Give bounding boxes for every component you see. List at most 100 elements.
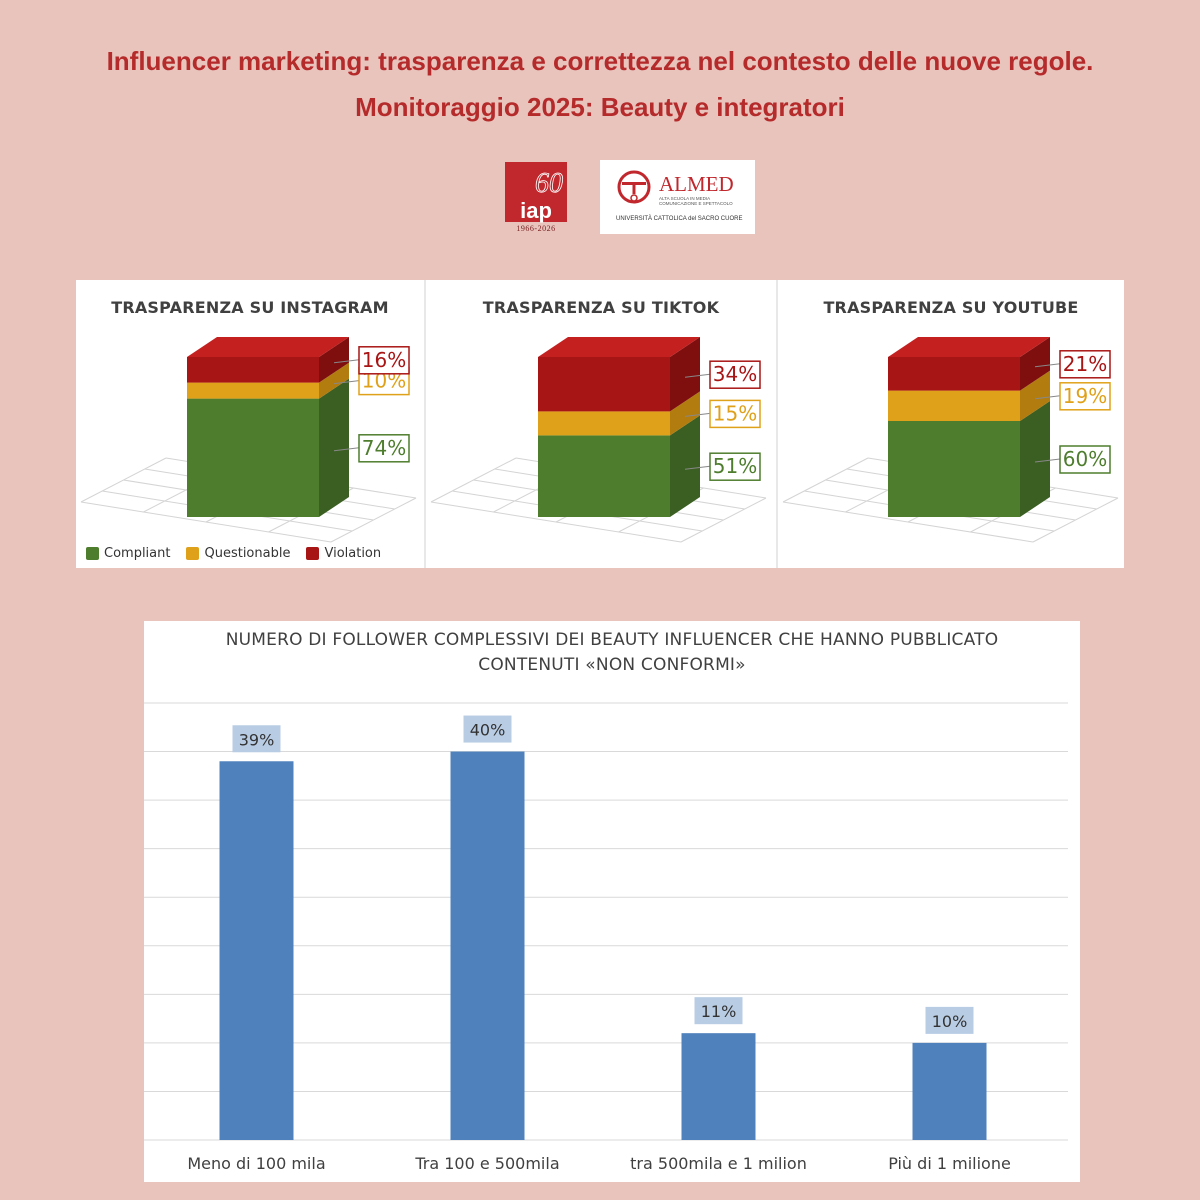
followers-chart: NUMERO DI FOLLOWER COMPLESSIVI DEI BEAUT… <box>144 621 1080 1182</box>
legend-item-questionable: Questionable <box>186 546 290 561</box>
iap-logo-years: 1966-2026 <box>516 224 555 233</box>
legend-swatch-questionable <box>186 547 200 560</box>
bar-side-compliant <box>319 378 349 517</box>
panel-tiktok: TRASPARENZA SU TIKTOK 51% 15% 34% <box>426 280 776 568</box>
bar-top <box>888 337 1050 357</box>
legend-item-violation: Violation <box>306 546 381 561</box>
label-box-violation <box>709 360 761 389</box>
gridlines <box>144 702 1068 1141</box>
label-box-violation <box>1059 350 1111 379</box>
chart-legend: Compliant Questionable Violation <box>86 546 381 561</box>
label-leader <box>333 380 360 385</box>
followers-chart-title-line2: CONTENUTI «NON CONFORMI» <box>478 655 746 675</box>
page-title-line2: Monitoraggio 2025: Beauty e integratori <box>355 92 845 122</box>
label-box-compliant <box>709 452 761 481</box>
category-label: tra 500mila e 1 milion <box>630 1154 807 1173</box>
data-label-compliant: 74% <box>362 436 406 460</box>
bar-top <box>538 337 700 357</box>
bar-front-violation <box>538 357 670 412</box>
bar-top <box>187 337 349 357</box>
label-leader <box>684 465 711 470</box>
bar-side-questionable <box>319 362 349 399</box>
chart-instagram: 74%10%16% <box>80 337 417 543</box>
label-leader <box>1034 458 1061 463</box>
almed-logo-name: ALMED <box>659 172 734 196</box>
bar-side-compliant <box>1020 401 1050 517</box>
panel-instagram: TRASPARENZA SU INSTAGRAM 74% 10% 16% Compl… <box>76 280 424 568</box>
legend-label-violation: Violation <box>324 546 382 561</box>
label-box-questionable <box>1059 382 1111 411</box>
legend-swatch-violation <box>306 547 320 560</box>
bar-front-violation <box>888 357 1020 391</box>
label-leader <box>333 447 360 452</box>
data-label-questionable: 19% <box>1063 384 1107 408</box>
bar-side-questionable <box>1020 370 1050 421</box>
legend-swatch-compliant <box>86 547 99 560</box>
data-label-violation: 21% <box>1063 352 1107 376</box>
data-label-compliant: 51% <box>713 454 757 478</box>
legend-label-compliant: Compliant <box>104 546 171 561</box>
grid-line <box>80 457 167 503</box>
chart-tiktok: 51% 15% 34% <box>430 337 767 543</box>
label-leader <box>1034 395 1061 400</box>
label-box-compliant <box>358 434 410 463</box>
category-label: Tra 100 e 500mila <box>414 1154 559 1173</box>
bar <box>912 1042 987 1140</box>
panel-title-tiktok: TRASPARENZA SU TIKTOK <box>482 298 720 317</box>
almed-logo-university: UNIVERSITÀ CATTOLICA del SACRO CUORE <box>616 215 742 222</box>
followers-chart-plot: 39% Meno di 100 mila 40% Tra 100 e 500mila 1… <box>144 702 1068 1173</box>
bar-side-violation <box>670 337 700 412</box>
bar-front-compliant <box>187 398 319 517</box>
data-label: 39% <box>239 730 275 749</box>
page-title-line1: Influencer marketing: trasparenza e corr… <box>106 46 1094 76</box>
legend-item-compliant: Compliant <box>86 546 170 561</box>
data-label-box <box>232 725 281 753</box>
chart-youtube: 60% 19% 21% <box>782 337 1119 543</box>
bar-side-violation <box>319 337 349 383</box>
iap-logo-number: 60 <box>535 168 563 199</box>
grid-line <box>1032 497 1119 543</box>
data-label-violation: 34% <box>713 362 757 386</box>
iap-logo: 60 iap 1966-2026 <box>505 162 567 233</box>
panel-divider <box>776 280 778 568</box>
data-label-questionable: 15% <box>713 401 757 425</box>
almed-logo-subtitle2: COMUNICAZIONE E SPETTACOLO <box>659 201 733 206</box>
data-label-violation: 16% <box>362 348 406 372</box>
grid-line <box>782 457 869 503</box>
iap-logo-name: iap <box>520 198 552 223</box>
panel-title-instagram: TRASPARENZA SU INSTAGRAM <box>111 298 389 317</box>
bar-front-questionable <box>187 382 319 399</box>
label-box-violation <box>358 346 410 375</box>
bar <box>219 761 294 1140</box>
label-leader <box>684 373 711 378</box>
panel-youtube: TRASPARENZA SU YOUTUBE 60% 19% 21% <box>778 280 1124 568</box>
data-label-box <box>694 997 743 1025</box>
bar-front-questionable <box>538 411 670 436</box>
bar <box>450 751 525 1140</box>
bar <box>681 1033 756 1140</box>
bar-front-questionable <box>888 390 1020 421</box>
grid-line <box>330 497 417 543</box>
bar-side-compliant <box>670 415 700 517</box>
transparency-panels: TRASPARENZA SU INSTAGRAM 74% 10% 16% Compl… <box>76 280 1124 568</box>
data-label-compliant: 60% <box>1063 447 1107 471</box>
label-leader <box>1034 363 1061 368</box>
almed-logo-subtitle1: ALTA SCUOLA IN MEDIA <box>659 196 710 201</box>
bar-side-violation <box>1020 337 1050 391</box>
data-label-box <box>925 1006 974 1034</box>
legend-label-questionable: Questionable <box>204 546 291 561</box>
grid-line <box>680 497 767 543</box>
panel-divider <box>424 280 426 568</box>
label-leader <box>684 412 711 417</box>
label-box-questionable <box>709 399 761 429</box>
label-leader <box>333 359 360 364</box>
label-box-compliant <box>1059 445 1111 474</box>
bar-front-violation <box>187 357 319 383</box>
bar-side-questionable <box>670 391 700 436</box>
followers-chart-title-line1: NUMERO DI FOLLOWER COMPLESSIVI DEI BEAUT… <box>225 630 999 650</box>
category-label: Meno di 100 mila <box>187 1154 325 1173</box>
panel-title-youtube: TRASPARENZA SU YOUTUBE <box>823 298 1079 317</box>
category-label: Più di 1 milione <box>888 1154 1011 1173</box>
almed-logo: ALMED ALTA SCUOLA IN MEDIA COMUNICAZIONE… <box>600 160 755 234</box>
grid-line <box>430 457 517 503</box>
